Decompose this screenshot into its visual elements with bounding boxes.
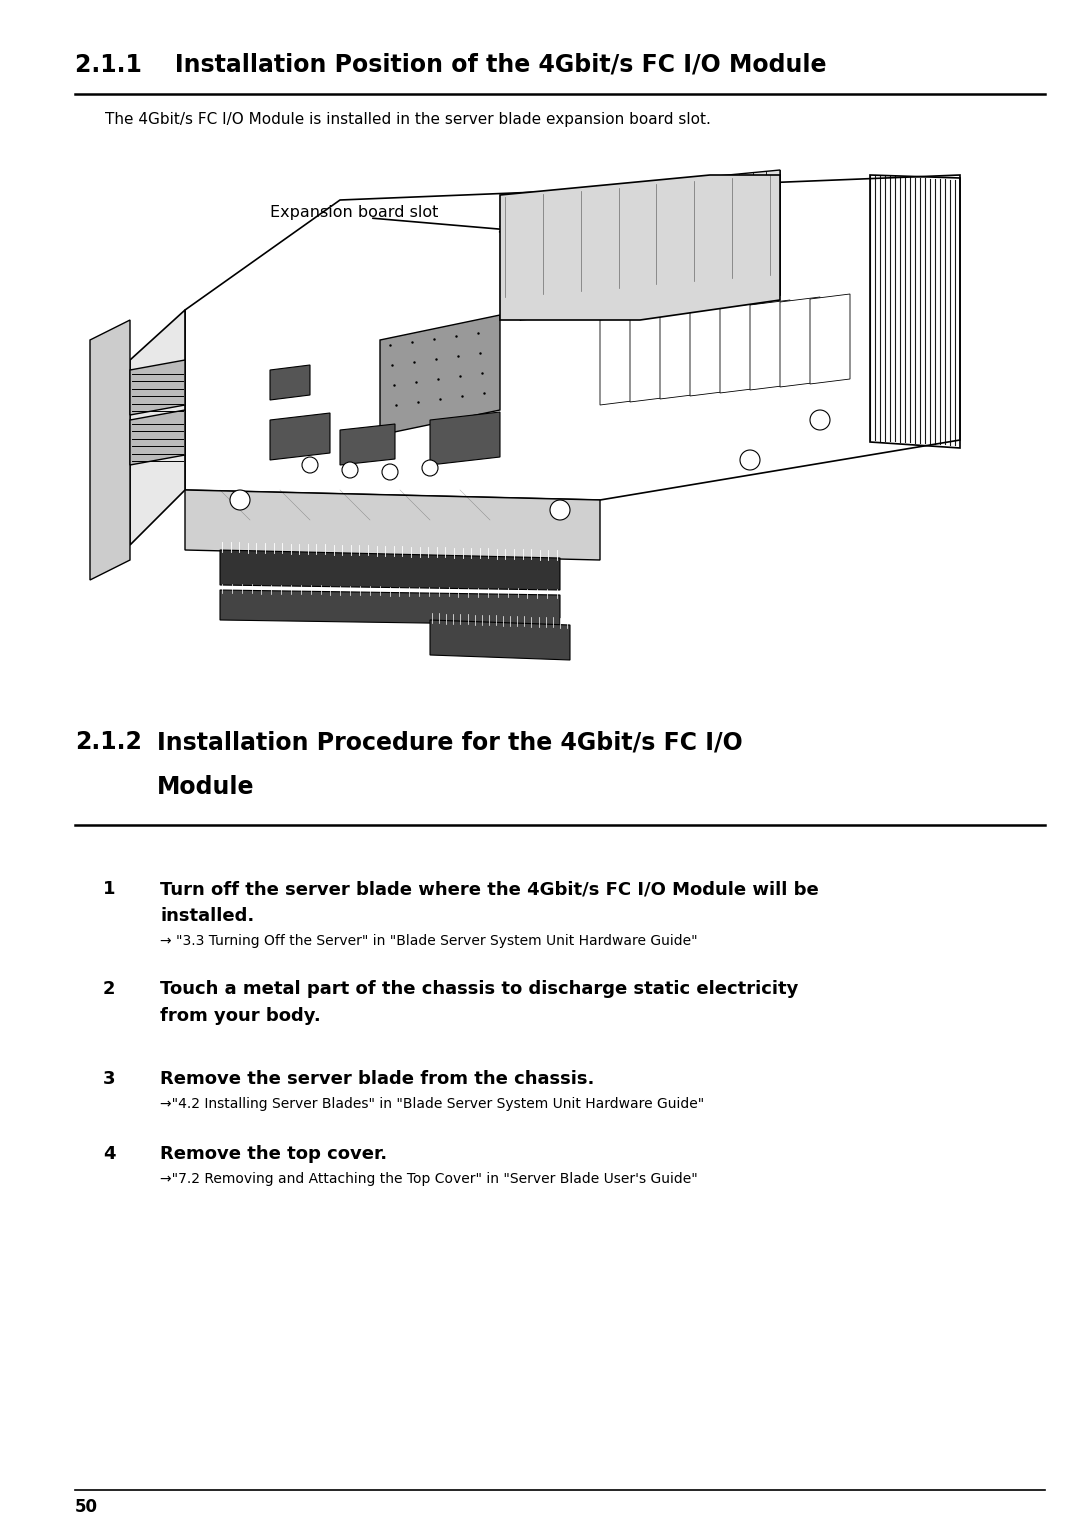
Text: installed.: installed. <box>160 907 254 925</box>
Text: → "3.3 Turning Off the Server" in "Blade Server System Unit Hardware Guide": → "3.3 Turning Off the Server" in "Blade… <box>160 934 698 948</box>
Circle shape <box>550 500 570 520</box>
Text: The 4Gbit/s FC I/O Module is installed in the server blade expansion board slot.: The 4Gbit/s FC I/O Module is installed i… <box>105 112 711 127</box>
Circle shape <box>342 462 357 479</box>
Polygon shape <box>810 294 850 384</box>
Circle shape <box>302 457 318 472</box>
Polygon shape <box>220 550 561 590</box>
Text: Expansion board slot: Expansion board slot <box>270 205 438 220</box>
Polygon shape <box>690 306 730 396</box>
Polygon shape <box>130 310 185 544</box>
Polygon shape <box>430 411 500 465</box>
Polygon shape <box>519 170 780 320</box>
Circle shape <box>230 489 249 511</box>
Polygon shape <box>600 315 640 405</box>
Polygon shape <box>720 303 760 393</box>
Text: 4: 4 <box>103 1145 116 1164</box>
Polygon shape <box>380 315 500 434</box>
Polygon shape <box>780 297 820 387</box>
Polygon shape <box>130 410 185 465</box>
Text: →"7.2 Removing and Attaching the Top Cover" in "Server Blade User's Guide": →"7.2 Removing and Attaching the Top Cov… <box>160 1173 698 1187</box>
Text: 2: 2 <box>103 980 116 998</box>
Text: 2.1.2: 2.1.2 <box>75 729 141 754</box>
Polygon shape <box>270 365 310 401</box>
Circle shape <box>740 450 760 469</box>
Polygon shape <box>750 300 789 390</box>
Text: Touch a metal part of the chassis to discharge static electricity: Touch a metal part of the chassis to dis… <box>160 980 798 998</box>
Text: 2.1.1    Installation Position of the 4Gbit/s FC I/O Module: 2.1.1 Installation Position of the 4Gbit… <box>75 52 826 76</box>
Text: Remove the server blade from the chassis.: Remove the server blade from the chassis… <box>160 1070 594 1089</box>
Circle shape <box>382 463 399 480</box>
Text: from your body.: from your body. <box>160 1008 321 1024</box>
Text: 1: 1 <box>103 881 116 898</box>
Polygon shape <box>660 309 700 399</box>
Text: 50: 50 <box>75 1498 98 1515</box>
Text: 3: 3 <box>103 1070 116 1089</box>
Polygon shape <box>185 489 600 560</box>
Circle shape <box>810 410 831 430</box>
Text: →"4.2 Installing Server Blades" in "Blade Server System Unit Hardware Guide": →"4.2 Installing Server Blades" in "Blad… <box>160 1096 704 1112</box>
Polygon shape <box>270 413 330 460</box>
Polygon shape <box>630 312 670 402</box>
Polygon shape <box>185 174 960 500</box>
Polygon shape <box>220 590 561 625</box>
Text: Installation Procedure for the 4Gbit/s FC I/O: Installation Procedure for the 4Gbit/s F… <box>157 729 743 754</box>
Text: Turn off the server blade where the 4Gbit/s FC I/O Module will be: Turn off the server blade where the 4Gbi… <box>160 881 819 898</box>
Polygon shape <box>340 424 395 465</box>
Text: Remove the top cover.: Remove the top cover. <box>160 1145 387 1164</box>
Text: Module: Module <box>157 775 255 800</box>
Polygon shape <box>130 359 185 414</box>
Polygon shape <box>500 174 780 320</box>
Polygon shape <box>90 320 130 579</box>
Polygon shape <box>430 619 570 661</box>
Circle shape <box>422 460 438 476</box>
